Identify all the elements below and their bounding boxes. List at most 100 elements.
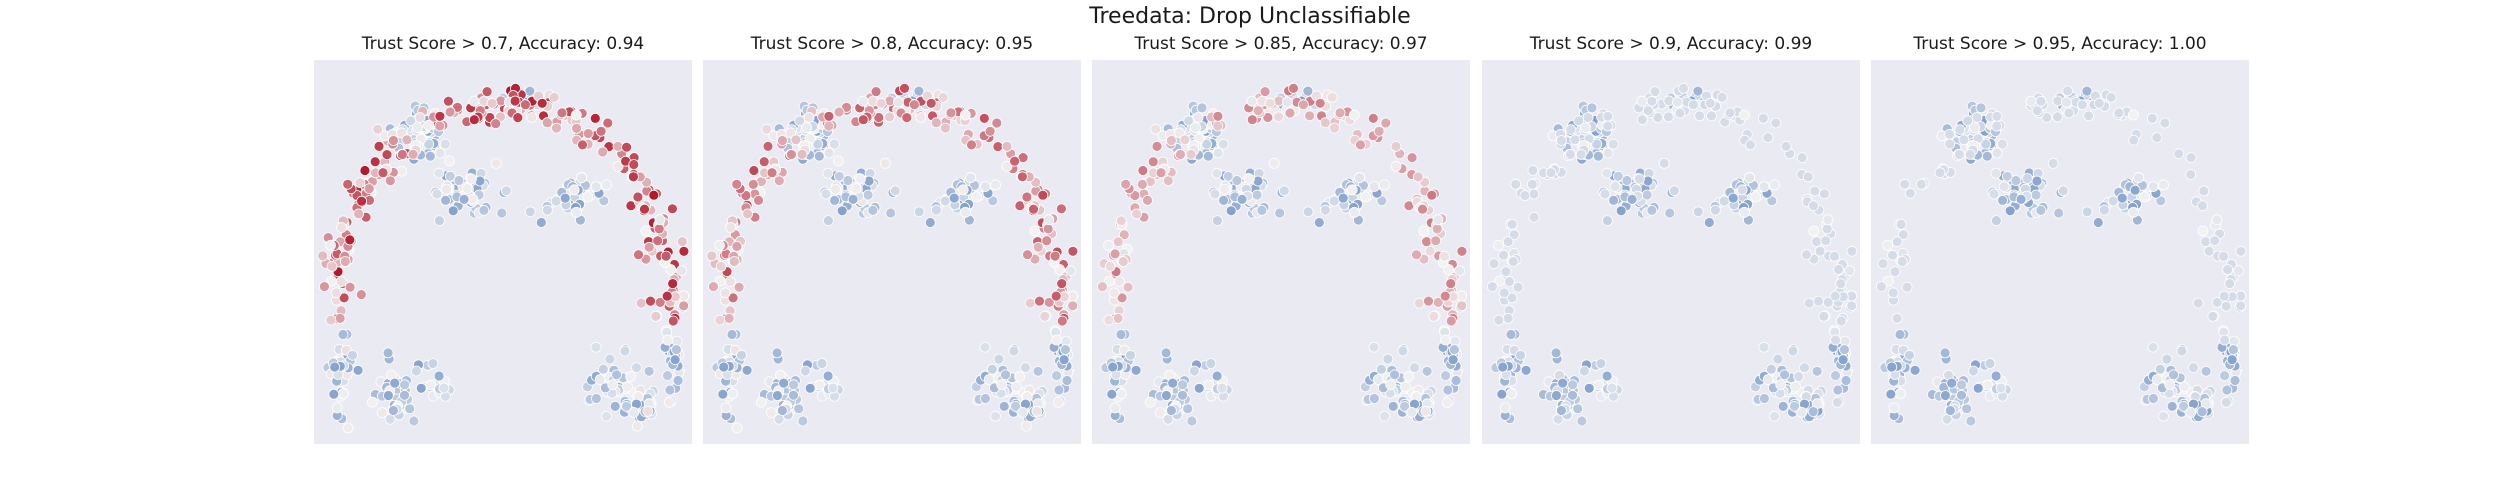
scatter-point <box>1103 314 1115 326</box>
scatter-point <box>1832 384 1844 396</box>
scatter-point <box>801 122 812 133</box>
scatter-point <box>2197 200 2208 212</box>
scatter-point <box>621 141 633 153</box>
scatter-point <box>661 290 673 302</box>
scatter-point <box>1430 235 1442 247</box>
scatter-point <box>648 189 660 201</box>
scatter-point <box>1736 184 1748 196</box>
scatter-point <box>342 178 354 190</box>
scatter-point <box>447 205 459 217</box>
scatter-point <box>444 170 456 182</box>
scatter-point <box>1051 334 1063 346</box>
scatter-point <box>765 407 777 419</box>
scatter-point <box>822 167 834 179</box>
scatter-point <box>2226 354 2238 366</box>
scatter-point <box>1216 382 1228 394</box>
scatter-point <box>1528 211 1540 223</box>
scatter-point <box>1251 189 1263 201</box>
scatter-point <box>1769 410 1780 422</box>
scatter-point <box>1750 191 1762 203</box>
scatter-point <box>736 349 747 361</box>
scatter-point <box>1663 111 1674 123</box>
scatter-point <box>1209 188 1221 200</box>
scatter-point <box>1175 149 1186 160</box>
scatter-point <box>1259 86 1271 98</box>
scatter-point <box>612 160 624 172</box>
scatter-point <box>2197 225 2209 237</box>
scatter-point <box>1981 150 1993 162</box>
scatter-point <box>2207 310 2219 322</box>
scatter-point <box>2035 95 2047 107</box>
scatter-point <box>635 297 647 309</box>
scatter-point <box>1403 371 1415 382</box>
panel-title-4: Trust Score > 0.9, Accuracy: 0.99 <box>1529 34 1813 54</box>
scatter-point <box>1166 135 1177 146</box>
scatter-point <box>363 183 375 195</box>
scatter-point <box>2010 175 2022 186</box>
scatter-point <box>2221 384 2233 396</box>
scatter-point <box>1904 349 1915 361</box>
scatter-point <box>2060 96 2072 108</box>
scatter-point <box>670 344 682 356</box>
scatter-point <box>1109 248 1121 260</box>
scatter-point <box>1130 364 1142 376</box>
scatter-point <box>1493 239 1504 251</box>
scatter-point <box>908 99 920 111</box>
scatter-point <box>1649 86 1661 98</box>
scatter-point <box>2200 365 2212 377</box>
scatter-point <box>1010 400 1022 412</box>
scatter-point <box>1142 194 1153 206</box>
scatter-point <box>404 403 416 415</box>
scatter-point <box>1996 138 2008 150</box>
scatter-point <box>1056 315 1068 327</box>
scatter-point <box>1108 287 1120 299</box>
scatter-point <box>959 109 971 121</box>
scatter-point <box>1055 203 1067 215</box>
scatter-point <box>1456 245 1468 257</box>
scatter-point <box>2081 206 2093 218</box>
scatter-point <box>1041 235 1053 247</box>
scatter-point <box>1519 190 1531 201</box>
scatter-point <box>1820 235 1832 247</box>
scatter-point <box>1109 402 1121 414</box>
scatter-point <box>1145 396 1156 408</box>
scatter-point <box>979 341 991 353</box>
scatter-point <box>990 410 1001 422</box>
scatter-point <box>338 388 349 400</box>
scatter-point <box>1790 381 1801 393</box>
scatter-point <box>330 287 342 299</box>
scatter-point <box>1703 217 1715 228</box>
scatter-point <box>1413 297 1425 309</box>
scatter-point <box>1177 379 1188 391</box>
scatter-point <box>427 358 439 369</box>
scatter-point <box>433 370 445 382</box>
scatter-point <box>595 125 607 137</box>
scatter-point <box>1946 377 1958 389</box>
scatter-point <box>2203 245 2215 257</box>
scatter-plot-1 <box>317 82 690 434</box>
scatter-point <box>490 158 502 169</box>
scatter-point <box>813 150 825 162</box>
scatter-point <box>405 115 417 127</box>
scatter-point <box>1367 113 1379 124</box>
scatter-point <box>1113 276 1125 288</box>
scatter-point <box>1104 260 1116 272</box>
scatter-point <box>1131 208 1142 220</box>
scatter-point <box>666 203 678 215</box>
scatter-panel-2 <box>703 60 1081 444</box>
scatter-point <box>536 97 548 109</box>
scatter-point <box>667 278 679 290</box>
scatter-point <box>2224 278 2236 290</box>
scatter-point <box>1633 173 1645 185</box>
scatter-point <box>1757 113 1769 124</box>
scatter-point <box>1319 204 1331 216</box>
scatter-point <box>2098 204 2110 216</box>
scatter-point <box>1965 415 1977 427</box>
scatter-point <box>1505 329 1517 340</box>
scatter-point <box>590 393 602 404</box>
scatter-point <box>1203 379 1215 391</box>
scatter-point <box>669 354 681 366</box>
scatter-point <box>1506 292 1518 304</box>
scatter-point <box>1641 189 1653 201</box>
scatter-point <box>965 172 977 184</box>
